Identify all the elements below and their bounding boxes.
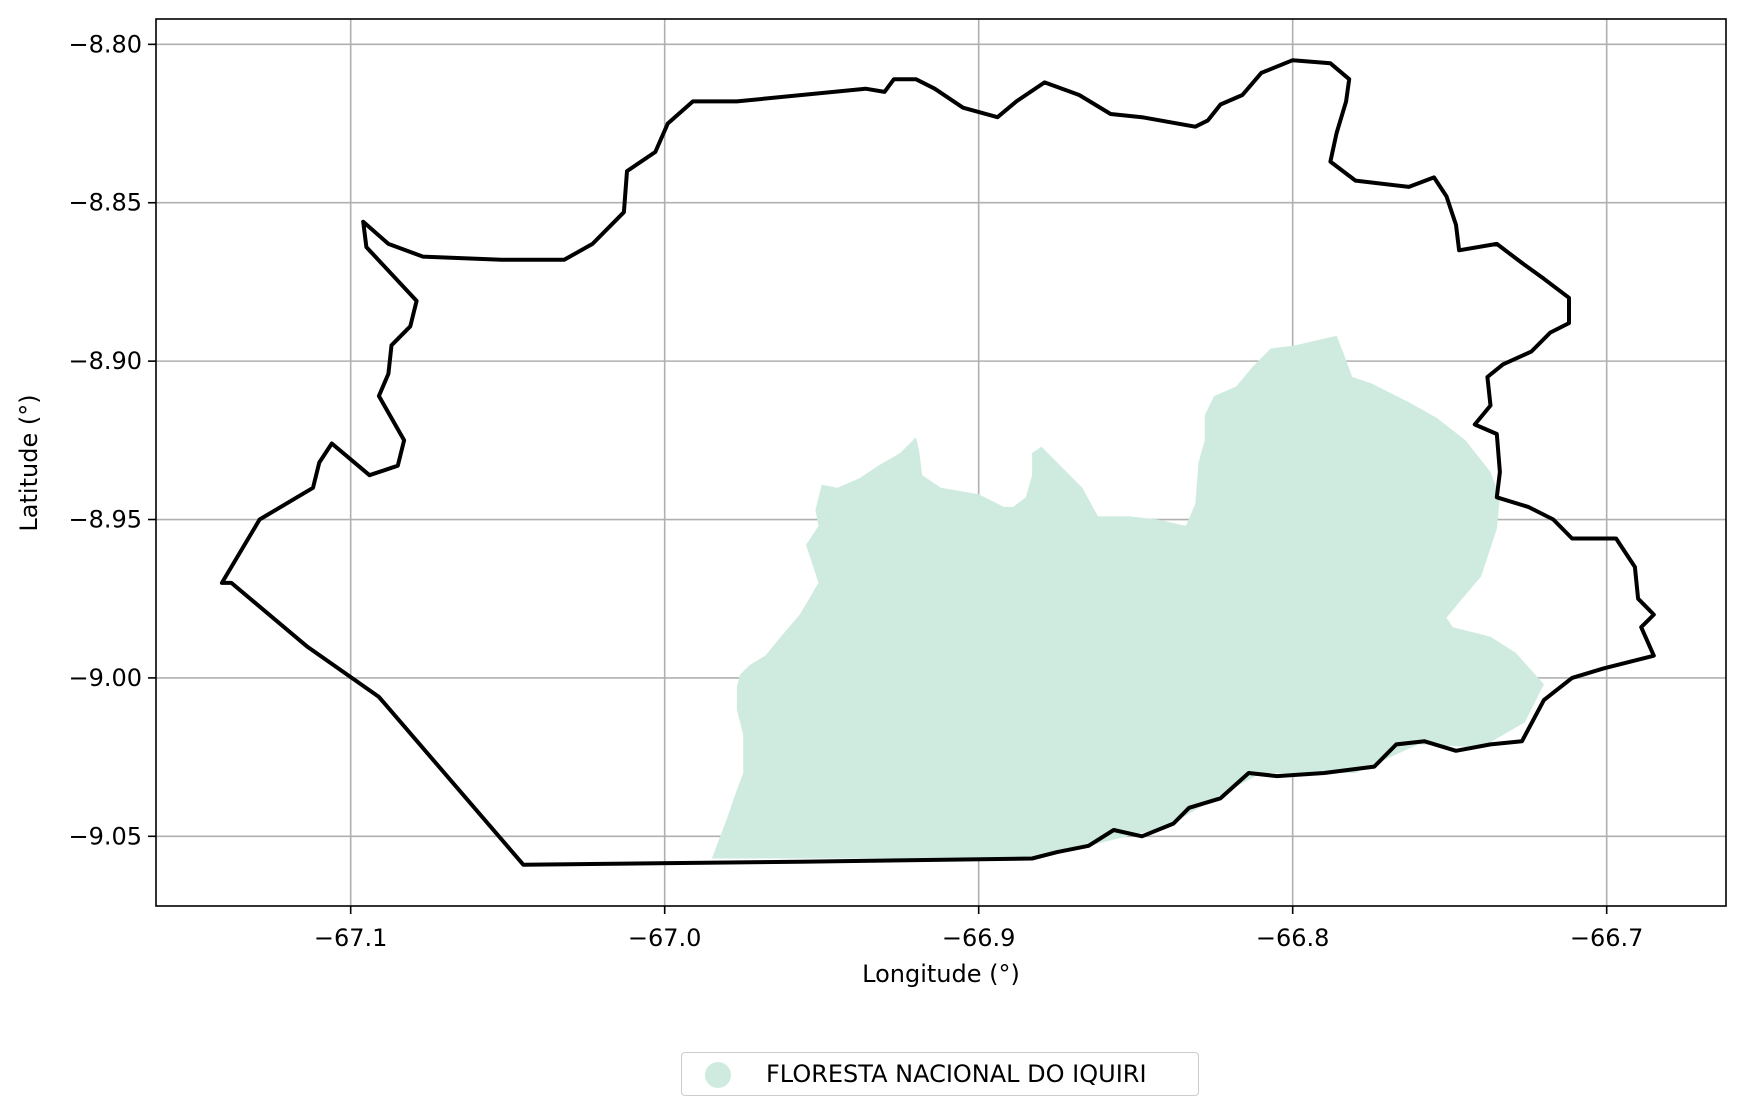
legend: FLORESTA NACIONAL DO IQUIRI	[681, 1052, 1199, 1096]
legend-label: FLORESTA NACIONAL DO IQUIRI	[766, 1060, 1147, 1088]
y-tick-label: −8.80	[68, 30, 142, 58]
boundary-layer	[219, 58, 1656, 867]
y-tick-label: −8.90	[68, 347, 142, 375]
y-tick-label: −9.00	[68, 664, 142, 692]
legend-marker-icon	[705, 1062, 731, 1088]
y-axis-title: Latitude (°)	[15, 394, 43, 531]
x-tick-label: −66.7	[1570, 924, 1644, 952]
x-axis-ticks: −67.1 −67.0 −66.9 −66.8 −66.7	[314, 906, 1644, 952]
x-axis-title: Longitude (°)	[862, 960, 1020, 988]
y-tick-label: −8.85	[68, 189, 142, 217]
municipal-boundary-outline	[219, 58, 1656, 867]
y-tick-label: −9.05	[68, 822, 142, 850]
y-tick-label: −8.95	[68, 506, 142, 534]
x-tick-label: −66.8	[1256, 924, 1330, 952]
x-tick-label: −66.9	[942, 924, 1016, 952]
conservation-area-polygon	[711, 335, 1544, 859]
y-axis-ticks: −8.80 −8.85 −8.90 −8.95 −9.00 −9.05	[68, 30, 156, 850]
plot-frame	[155, 18, 1727, 907]
conservation-area-layer	[711, 335, 1544, 859]
x-tick-label: −67.1	[314, 924, 388, 952]
x-tick-label: −67.0	[628, 924, 702, 952]
